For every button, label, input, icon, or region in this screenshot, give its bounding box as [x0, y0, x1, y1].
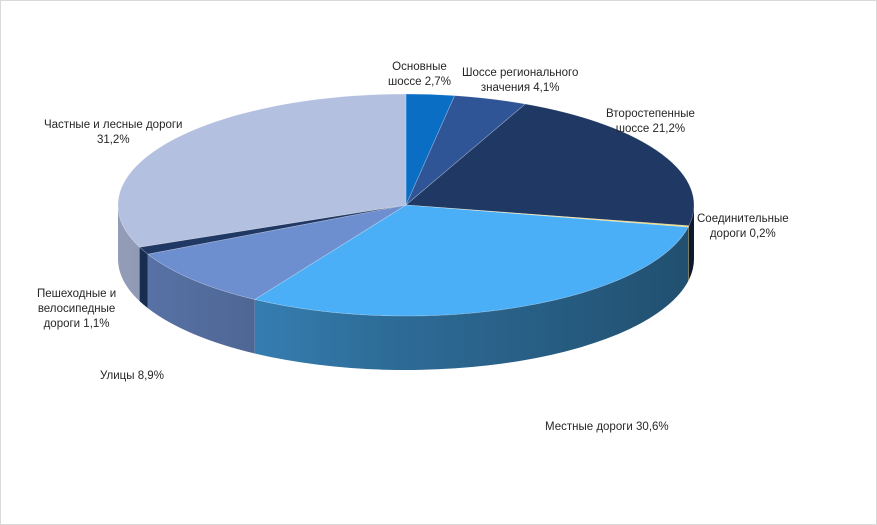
slice-label-local-roads: Местные дороги 30,6%	[545, 421, 669, 433]
slice-label-pedestrian-bicycle: Пешеходные и велосипедные дороги 1,1%	[37, 288, 117, 330]
pie-slice-соединительные	[405, 204, 690, 228]
pie-wall-местные	[254, 227, 689, 370]
pie-wall-второстепенные	[688, 205, 694, 280]
slice-label-regional-highways: Шоссе регионального значения 4,1%	[462, 67, 579, 94]
pie-slice-пешеходные	[138, 204, 407, 255]
pie-wall-пешеходные	[139, 247, 148, 309]
slice-label-connecting-roads: Соединительные дороги 0,2%	[697, 213, 789, 240]
slice-label-main-highways: Основные шоссе 2,7%	[388, 61, 451, 88]
pie-wall-улицы	[147, 254, 255, 354]
slice-label-secondary-highways: Второстепенные шоссе 21,2%	[606, 108, 695, 135]
pie-slice-местные	[253, 204, 689, 317]
pie-slice-шоссе	[405, 95, 527, 206]
pie-slice-улицы	[147, 204, 407, 300]
pie-slice-второстепенные	[405, 103, 695, 227]
pie-slice-основные	[405, 93, 456, 206]
slice-label-streets: Улицы 8,9%	[100, 370, 164, 382]
pie-slice-частные	[117, 93, 407, 248]
slice-label-private-forest: Частные и лесные дороги 31,2%	[44, 119, 183, 146]
pie-wall-частные	[118, 205, 140, 302]
pie-wall-соединительные	[688, 225, 689, 282]
